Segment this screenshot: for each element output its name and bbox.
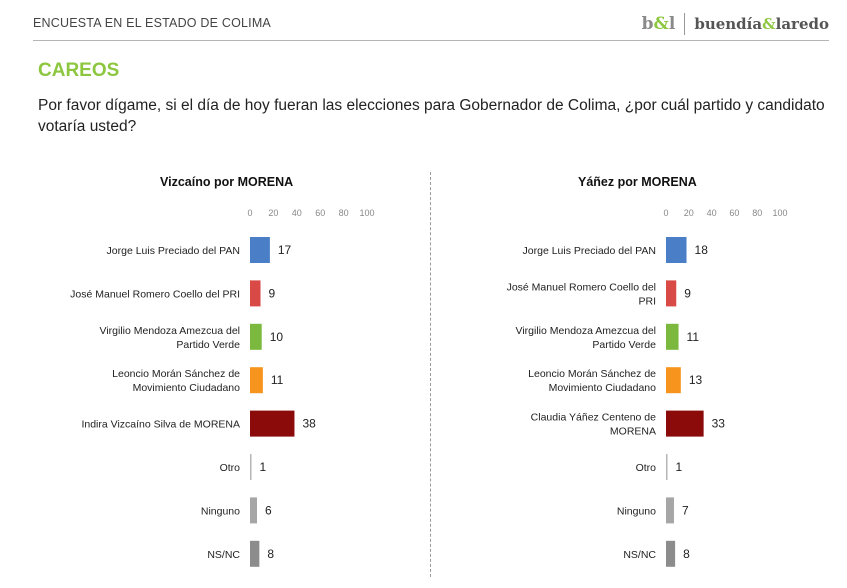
category-label: NS/NC xyxy=(623,549,656,561)
category-label: Partido Verde xyxy=(592,339,656,351)
data-label: 1 xyxy=(260,460,267,474)
category-label: Virgilio Mendoza Amezcua del xyxy=(516,325,656,337)
bar xyxy=(666,280,677,307)
bar xyxy=(250,410,295,437)
data-label: 38 xyxy=(302,417,316,431)
x-tick-label: 80 xyxy=(752,208,762,218)
data-label: 7 xyxy=(682,503,689,517)
bar xyxy=(250,237,270,263)
x-tick-label: 40 xyxy=(292,208,302,218)
bar xyxy=(250,540,260,567)
category-label: Otro xyxy=(636,462,657,474)
x-tick-label: 60 xyxy=(729,208,739,218)
survey-title: ENCUESTA EN EL ESTADO DE COLIMA xyxy=(33,16,271,30)
x-tick-label: 0 xyxy=(663,208,668,218)
data-label: 18 xyxy=(695,243,709,257)
data-label: 10 xyxy=(270,330,284,344)
category-label: Jorge Luis Preciado del PAN xyxy=(523,245,656,257)
bar xyxy=(250,323,262,350)
bar xyxy=(666,540,676,567)
bar xyxy=(666,410,704,437)
data-label: 8 xyxy=(683,547,690,561)
chart-panel-vizcaino: Vizcaíno por MORENA 0 20 40 60 80 100 17 Jorge … xyxy=(18,168,428,583)
data-label: 11 xyxy=(687,330,700,344)
chart-panel-yanez: Yáñez por MORENA 0 20 40 60 80 100 18 Jorge Lui… xyxy=(434,168,844,583)
bar xyxy=(666,367,681,394)
bar xyxy=(666,497,674,524)
category-label: Movimiento Ciudadano xyxy=(549,382,657,394)
x-tick-label: 100 xyxy=(359,208,374,218)
chart-title: Yáñez por MORENA xyxy=(578,175,697,189)
x-tick-label: 60 xyxy=(315,208,325,218)
category-label: Virgilio Mendoza Amezcua del xyxy=(100,325,240,337)
category-label: Ninguno xyxy=(617,505,656,517)
header-rule xyxy=(33,40,829,41)
category-label: Claudia Yáñez Centeno de xyxy=(531,412,656,424)
data-label: 8 xyxy=(267,547,274,561)
x-tick-label: 40 xyxy=(707,208,717,218)
data-label: 17 xyxy=(278,243,292,257)
x-tick-label: 80 xyxy=(339,208,349,218)
category-label: Ninguno xyxy=(201,505,240,517)
bar xyxy=(250,280,261,307)
chart-title: Vizcaíno por MORENA xyxy=(160,175,294,189)
data-label: 1 xyxy=(676,460,683,474)
brand-logo: b&l buendía&laredo xyxy=(642,11,829,37)
bar xyxy=(666,454,668,480)
category-label: Leoncio Morán Sánchez de xyxy=(528,368,656,380)
bar xyxy=(250,454,252,480)
category-label: Movimiento Ciudadano xyxy=(133,382,241,394)
bar xyxy=(666,237,687,263)
data-label: 11 xyxy=(271,373,284,387)
x-tick-label: 100 xyxy=(772,208,787,218)
brand-separator xyxy=(684,13,686,35)
bar xyxy=(250,367,263,394)
category-label: Partido Verde xyxy=(176,339,240,351)
header-bar: ENCUESTA EN EL ESTADO DE COLIMA b&l buen… xyxy=(0,0,847,42)
category-label: Otro xyxy=(220,462,241,474)
data-label: 33 xyxy=(712,417,726,431)
category-label: Indira Vizcaíno Silva de MORENA xyxy=(81,419,240,431)
category-label: José Manuel Romero Coello del xyxy=(507,281,656,293)
x-tick-label: 0 xyxy=(247,208,252,218)
category-label: Leoncio Morán Sánchez de xyxy=(112,368,240,380)
brand-mark-logo: b&l xyxy=(641,14,676,34)
panel-divider xyxy=(430,172,431,577)
category-label: NS/NC xyxy=(207,549,240,561)
bar xyxy=(666,323,679,350)
data-label: 13 xyxy=(689,373,703,387)
bar xyxy=(250,497,258,524)
data-label: 6 xyxy=(265,503,272,517)
brand-name-logo: buendía&laredo xyxy=(694,15,829,33)
category-label: Jorge Luis Preciado del PAN xyxy=(107,245,240,257)
category-label: José Manuel Romero Coello del PRI xyxy=(70,288,240,300)
x-tick-label: 20 xyxy=(684,208,694,218)
x-tick-label: 20 xyxy=(268,208,278,218)
data-label: 9 xyxy=(684,286,691,300)
section-title: CAREOS xyxy=(38,60,120,81)
category-label: PRI xyxy=(638,295,656,307)
data-label: 9 xyxy=(269,286,276,300)
category-label: MORENA xyxy=(610,426,656,438)
survey-question: Por favor dígame, si el día de hoy fuera… xyxy=(38,97,825,135)
bar-chart-vizcaino: 0 20 40 60 80 100 17 Jorge Luis Preciado del PA… xyxy=(70,208,375,567)
